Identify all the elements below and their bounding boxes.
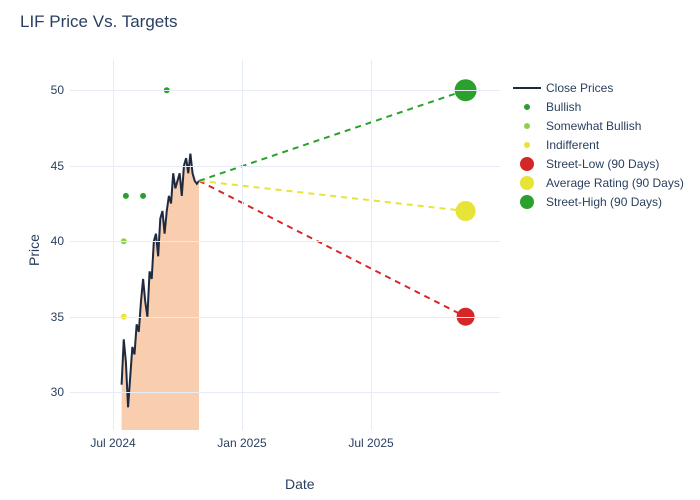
legend-label: Bullish <box>546 100 581 114</box>
gridline-h <box>70 241 500 242</box>
legend-dot-icon <box>520 157 534 171</box>
y-tick-label: 40 <box>51 234 70 248</box>
plot-svg <box>70 60 500 430</box>
legend-line-icon <box>513 87 541 89</box>
legend-label: Somewhat Bullish <box>546 119 641 133</box>
x-tick-label: Jan 2025 <box>217 430 266 450</box>
x-tick-label: Jul 2025 <box>348 430 393 450</box>
y-tick-label: 30 <box>51 385 70 399</box>
gridline-v <box>113 60 114 430</box>
legend-item[interactable]: Street-Low (90 Days) <box>512 154 684 173</box>
x-axis-label: Date <box>285 476 315 492</box>
chart-container: LIF Price Vs. Targets 3035404550Jul 2024… <box>0 0 700 500</box>
legend-item[interactable]: Street-High (90 Days) <box>512 192 684 211</box>
gridline-h <box>70 392 500 393</box>
chart-title: LIF Price Vs. Targets <box>20 12 177 32</box>
legend-label: Street-Low (90 Days) <box>546 157 659 171</box>
legend-item[interactable]: Close Prices <box>512 78 684 97</box>
legend-swatch <box>512 81 542 95</box>
legend-swatch <box>512 195 542 209</box>
gridline-v <box>242 60 243 430</box>
y-tick-label: 45 <box>51 159 70 173</box>
y-axis-label: Price <box>26 234 42 266</box>
gridline-h <box>70 166 500 167</box>
legend-swatch <box>512 157 542 171</box>
legend-swatch <box>512 138 542 152</box>
legend: Close Prices Bullish Somewhat Bullish Indif… <box>512 78 684 211</box>
legend-swatch <box>512 119 542 133</box>
target-line-street-low <box>199 181 466 317</box>
legend-dot-icon <box>520 176 534 190</box>
legend-label: Close Prices <box>546 81 613 95</box>
target-line-average <box>199 181 466 211</box>
legend-item[interactable]: Bullish <box>512 97 684 116</box>
gridline-h <box>70 90 500 91</box>
gridline-v <box>371 60 372 430</box>
legend-item[interactable]: Somewhat Bullish <box>512 116 684 135</box>
price-fill <box>122 154 199 430</box>
legend-item[interactable]: Average Rating (90 Days) <box>512 173 684 192</box>
target-line-street-high <box>199 90 466 181</box>
x-tick-label: Jul 2024 <box>90 430 135 450</box>
legend-dot-icon <box>520 195 534 209</box>
gridline-h <box>70 317 500 318</box>
y-tick-label: 50 <box>51 83 70 97</box>
legend-dot-icon <box>524 104 530 110</box>
plot-area: 3035404550Jul 2024Jan 2025Jul 2025 <box>70 60 500 430</box>
legend-label: Street-High (90 Days) <box>546 195 662 209</box>
target-marker-average <box>456 201 476 221</box>
rating-point-bullish <box>123 193 129 199</box>
rating-point-bullish <box>140 193 146 199</box>
legend-label: Indifferent <box>546 138 599 152</box>
legend-label: Average Rating (90 Days) <box>546 176 684 190</box>
legend-swatch <box>512 100 542 114</box>
y-tick-label: 35 <box>51 310 70 324</box>
legend-dot-icon <box>524 142 530 148</box>
legend-item[interactable]: Indifferent <box>512 135 684 154</box>
legend-swatch <box>512 176 542 190</box>
legend-dot-icon <box>524 123 530 129</box>
